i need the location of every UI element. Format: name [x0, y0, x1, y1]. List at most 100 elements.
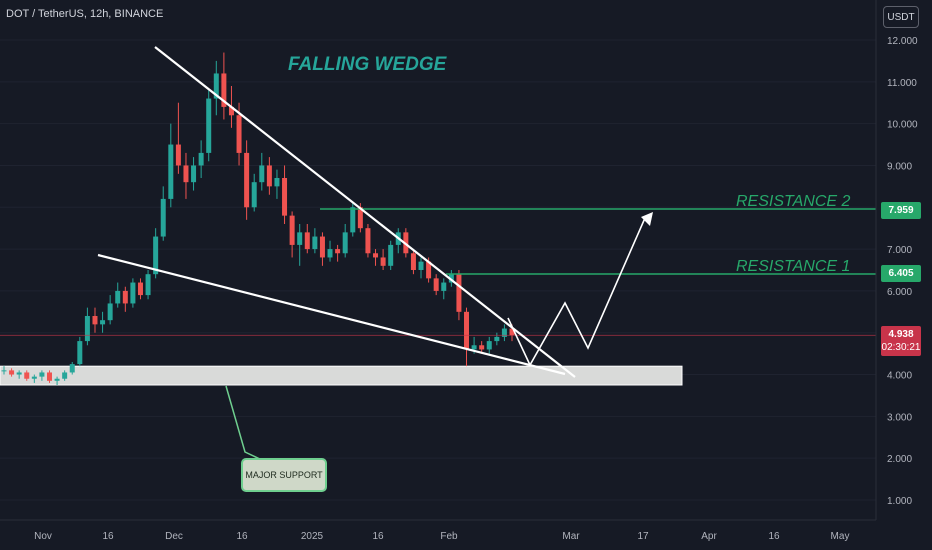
candle-body: [486, 341, 492, 350]
price-tick-label: 3.000: [887, 412, 912, 423]
candle-body: [342, 232, 348, 254]
time-tick-label: May: [831, 531, 850, 542]
candle-body: [175, 144, 181, 166]
candle-body: [46, 372, 52, 381]
symbol-title: DOT / TetherUS, 12h, BINANCE: [6, 8, 164, 20]
price-tick-label: 4.000: [887, 371, 912, 382]
candle-body: [39, 372, 45, 377]
candle-body: [244, 152, 250, 208]
candle-body: [266, 165, 272, 187]
candle-body: [213, 73, 219, 99]
candle-body: [84, 316, 90, 342]
time-tick-label: Dec: [165, 531, 183, 542]
price-tick-label: 2.000: [887, 454, 912, 465]
candle-body: [1, 370, 7, 372]
price-tick-label: 11.000: [887, 78, 917, 89]
support-callout-pointer: [225, 385, 263, 461]
last-price-tag: 4.938 02:30:21: [881, 326, 921, 356]
candle-body: [259, 165, 265, 183]
candle-body: [100, 320, 106, 325]
candle-body: [168, 144, 174, 199]
projection-path: [507, 217, 646, 367]
candle-body: [433, 278, 439, 291]
pattern-label: FALLING WEDGE: [288, 54, 448, 75]
candle-body: [160, 198, 166, 237]
candle-body: [107, 303, 113, 321]
candle-body: [464, 311, 470, 350]
candle-body: [183, 165, 189, 183]
candle-body: [24, 372, 30, 379]
candle-body: [137, 282, 143, 296]
last-price-value: 4.938: [888, 329, 914, 340]
time-tick-label: Nov: [34, 531, 52, 542]
price-tick-label: 7.000: [887, 245, 912, 256]
candle-body: [145, 274, 151, 296]
candle-body: [426, 261, 432, 279]
candle-body: [327, 249, 333, 258]
price-tick-label: 6.000: [887, 287, 912, 298]
time-axis[interactable]: Nov 16 Dec 16 2025 16 Feb Mar 17 Apr 16 May: [0, 519, 876, 542]
candle-body: [456, 274, 462, 312]
candle-body: [62, 372, 68, 379]
candle-body: [221, 73, 227, 107]
candle-body: [357, 207, 363, 229]
time-tick-label: 2025: [301, 531, 324, 542]
time-tick-label: 16: [236, 531, 248, 542]
bar-countdown: 02:30:21: [881, 342, 921, 353]
candle-body: [494, 336, 500, 342]
candle-body: [479, 345, 485, 350]
time-tick-label: 16: [102, 531, 114, 542]
candle-body: [206, 98, 212, 153]
candle-body: [365, 228, 371, 254]
candle-body: [92, 316, 98, 325]
candle-body: [115, 290, 121, 304]
candle-body: [380, 257, 386, 266]
candle-body: [122, 290, 128, 304]
candle-body: [274, 178, 280, 187]
candle-body: [130, 282, 136, 304]
candle-body: [236, 115, 242, 153]
candle-body: [77, 341, 83, 365]
candle-body: [69, 364, 75, 373]
candle-body: [153, 236, 159, 275]
wedge-lower-trendline: [97, 253, 566, 376]
support-zone: [0, 365, 683, 386]
candle-body: [31, 376, 37, 379]
candle-body: [297, 232, 303, 245]
candle-body: [198, 152, 204, 166]
price-tick-label: 1.000: [887, 496, 912, 507]
price-tick-label: 12.000: [887, 36, 918, 47]
resistance-1-price-tag: 6.405: [881, 265, 921, 282]
candle-body: [289, 215, 295, 245]
candle-body: [501, 328, 507, 337]
candle-body: [471, 345, 477, 350]
candle-body: [335, 249, 341, 254]
candle-body: [319, 236, 325, 258]
candle-body: [251, 182, 257, 208]
candle-body: [441, 282, 447, 291]
major-support-label: MAJOR SUPPORT: [241, 458, 327, 492]
candle-body: [54, 378, 60, 381]
candle-body: [373, 253, 379, 258]
currency-button[interactable]: USDT: [883, 6, 919, 28]
candle-body: [350, 207, 356, 233]
wedge-upper-trendline: [154, 46, 576, 378]
time-tick-label: 17: [637, 531, 649, 542]
candle-body: [312, 236, 318, 250]
time-tick-label: 16: [768, 531, 780, 542]
resistance-2-price-tag: 7.959: [881, 202, 921, 219]
candle-body: [16, 372, 22, 375]
candle-body: [304, 232, 310, 250]
resistance-1-label: RESISTANCE 1: [736, 258, 850, 275]
resistance-2-label: RESISTANCE 2: [736, 193, 851, 210]
candle-body: [410, 253, 416, 270]
time-tick-label: 16: [372, 531, 384, 542]
price-tick-label: 9.000: [887, 161, 912, 172]
candle-body: [448, 274, 454, 283]
candle-body: [509, 328, 515, 336]
candle-body: [282, 178, 288, 216]
price-tick-label: 10.000: [887, 120, 918, 131]
candle-body: [388, 244, 394, 266]
